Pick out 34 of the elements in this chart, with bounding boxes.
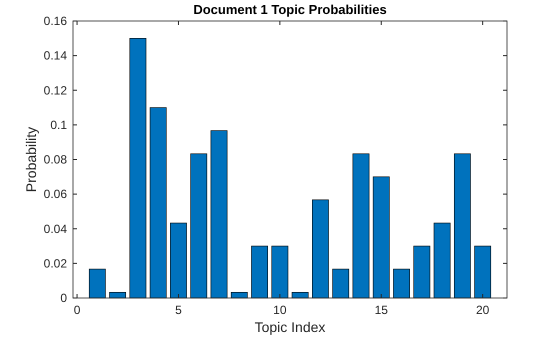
y-tick-label: 0.1 [50,118,68,132]
x-tick-label: 0 [74,303,81,317]
y-tick-label: 0.16 [44,14,68,28]
bar [170,222,187,298]
x-tick-label: 5 [175,303,182,317]
y-tick-label: 0.02 [44,256,68,270]
bar [474,246,492,298]
bar [129,38,146,298]
y-tick-label: 0 [60,291,68,305]
bar [271,246,288,298]
y-tick-label: 0.14 [44,48,68,63]
y-tick-label: 0.06 [44,187,68,202]
bar [372,176,390,298]
bar [332,268,350,298]
x-axis-title: Topic Index [254,319,326,335]
bar [251,246,268,298]
bar [312,200,329,298]
x-tick-label: 15 [374,303,388,317]
x-tick-label: 10 [273,303,287,317]
bar [454,153,471,298]
bar [210,130,228,298]
bar [190,153,208,298]
y-tick-label: 0.04 [44,222,68,236]
y-axis-title: Probability [23,126,39,192]
bar [88,268,106,298]
bar [352,153,370,298]
x-tick-label: 20 [476,303,490,317]
bar [393,268,410,298]
bar [150,107,167,298]
bar [434,222,451,298]
bar [413,246,430,298]
chart-title: Document 1 Topic Probabilities [193,2,387,17]
y-tick-label: 0.08 [44,152,68,166]
y-tick-label: 0.12 [44,83,68,98]
